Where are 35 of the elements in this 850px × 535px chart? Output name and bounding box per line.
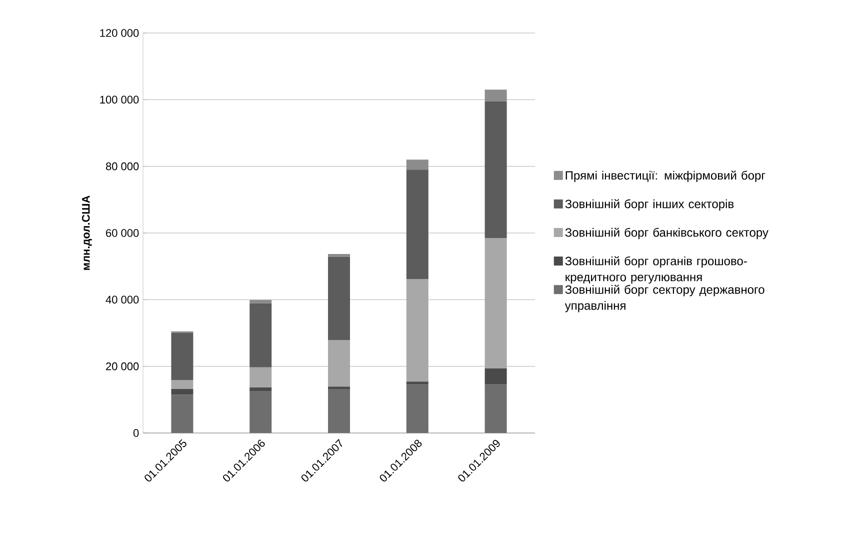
- bar: [328, 340, 350, 387]
- bar: [484, 238, 507, 368]
- y-tick-label: 100 000: [100, 96, 139, 104]
- y-tick-label: 80 000: [106, 162, 139, 170]
- bar: [171, 389, 194, 395]
- bar: [171, 394, 194, 433]
- y-tick-label: 40 000: [106, 296, 139, 304]
- bar: [484, 90, 507, 102]
- bar: [171, 333, 194, 380]
- bar: [406, 279, 428, 382]
- bar: [406, 384, 428, 433]
- legend-label: Зовнішній борг сектору державного управління: [564, 284, 764, 312]
- bar: [250, 391, 272, 433]
- bar: [406, 160, 428, 170]
- bar: [484, 368, 507, 384]
- y-axis-title: млн.дол.США: [82, 196, 92, 270]
- bar: [250, 300, 272, 304]
- bar: [171, 380, 194, 389]
- legend-label: Зовнішній борг органів грошово-кредитного регулювання: [565, 256, 747, 284]
- y-tick-label: 0: [133, 429, 139, 437]
- bar: [484, 384, 507, 433]
- bar: [250, 387, 272, 392]
- bar: [250, 303, 272, 368]
- y-tick-label: 60 000: [106, 229, 139, 237]
- bar: [406, 170, 428, 279]
- legend-label: Зовнішній борг банківського сектору: [565, 228, 768, 240]
- bar: [250, 367, 272, 388]
- bar: [328, 257, 350, 340]
- legend-label: Прямі інвестиції: міжфірмовий борг: [566, 170, 766, 182]
- bar: [484, 101, 507, 238]
- bar: [328, 389, 350, 433]
- y-tick-label: 120 000: [100, 29, 139, 37]
- y-tick-label: 20 000: [106, 362, 139, 370]
- legend-label: Зовнішній борг інших секторів: [565, 199, 734, 211]
- bar: [328, 254, 350, 257]
